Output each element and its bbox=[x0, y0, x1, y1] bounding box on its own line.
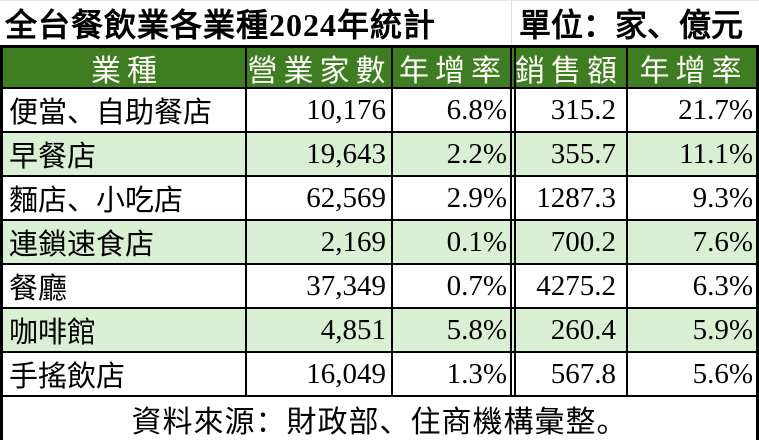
cell-sales: 260.4 bbox=[510, 309, 628, 351]
cell-store-yoy: 0.1% bbox=[446, 225, 507, 258]
cell-store-count: 2,169 bbox=[247, 221, 393, 263]
cell-industry: 早餐店 bbox=[3, 133, 247, 175]
column-header-store-yoy: 年增率 bbox=[399, 54, 507, 88]
table-row: 咖啡館 4,851 5.8% 260.4 5.9% bbox=[3, 309, 756, 353]
cell-sales-yoy: 9.3% bbox=[692, 181, 753, 214]
cell-sales-yoy: 5.6% bbox=[692, 357, 753, 390]
cell-store-count: 19,643 bbox=[247, 133, 393, 175]
title-row: 全台餐飲業各業種2024年統計 單位：家、億元 bbox=[0, 0, 759, 46]
column-header-sales-yoy: 年增率 bbox=[639, 54, 748, 88]
cell-store-yoy: 2.2% bbox=[446, 137, 507, 170]
cell-sales-yoy: 21.7% bbox=[678, 93, 753, 126]
cell-store-yoy: 6.8% bbox=[446, 93, 507, 126]
cell-store-yoy: 1.3% bbox=[446, 357, 507, 390]
table-header-row: 業種 營業家數 年增率 銷售額 年增率 bbox=[3, 48, 756, 89]
table-footer: 資料來源：財政部、住商機構彙整。 bbox=[3, 397, 756, 440]
cell-sales: 567.8 bbox=[510, 353, 628, 395]
cell-industry: 餐廳 bbox=[3, 265, 247, 307]
column-header-sales: 銷售額 bbox=[510, 48, 628, 87]
table-row: 手搖飲店 16,049 1.3% 567.8 5.6% bbox=[3, 353, 756, 397]
table-row: 連鎖速食店 2,169 0.1% 700.2 7.6% bbox=[3, 221, 756, 265]
cell-store-yoy: 5.8% bbox=[446, 313, 507, 346]
cell-industry: 連鎖速食店 bbox=[3, 221, 247, 263]
cell-store-count: 16,049 bbox=[247, 353, 393, 395]
cell-sales: 1287.3 bbox=[510, 177, 628, 219]
page-title: 全台餐飲業各業種2024年統計 bbox=[5, 7, 437, 43]
cell-industry: 麵店、小吃店 bbox=[3, 177, 247, 219]
cell-sales: 700.2 bbox=[510, 221, 628, 263]
table-row: 餐廳 37,349 0.7% 4275.2 6.3% bbox=[3, 265, 756, 309]
data-table: 業種 營業家數 年增率 銷售額 年增率 便當、自助餐店 10,176 6.8% … bbox=[0, 45, 759, 440]
cell-industry: 咖啡館 bbox=[3, 309, 247, 351]
cell-sales-yoy: 5.9% bbox=[692, 313, 753, 346]
cell-store-count: 62,569 bbox=[247, 177, 393, 219]
column-header-store-count: 營業家數 bbox=[247, 48, 393, 87]
cell-sales: 4275.2 bbox=[510, 265, 628, 307]
cell-industry: 便當、自助餐店 bbox=[3, 89, 247, 131]
cell-sales: 355.7 bbox=[510, 133, 628, 175]
cell-store-yoy: 2.9% bbox=[446, 181, 507, 214]
table-row: 麵店、小吃店 62,569 2.9% 1287.3 9.3% bbox=[3, 177, 756, 221]
unit-label: 單位：家、億元 bbox=[519, 7, 744, 43]
source-note: 資料來源：財政部、住商機構彙整。 bbox=[131, 406, 628, 439]
cell-store-count: 37,349 bbox=[247, 265, 393, 307]
table-row: 早餐店 19,643 2.2% 355.7 11.1% bbox=[3, 133, 756, 177]
column-header-industry: 業種 bbox=[3, 48, 247, 87]
cell-sales-yoy: 7.6% bbox=[692, 225, 753, 258]
cell-store-count: 4,851 bbox=[247, 309, 393, 351]
cell-sales-yoy: 6.3% bbox=[692, 269, 753, 302]
table-body: 便當、自助餐店 10,176 6.8% 315.2 21.7% 早餐店 19,6… bbox=[3, 89, 756, 397]
cell-industry: 手搖飲店 bbox=[3, 353, 247, 395]
gridline bbox=[511, 1, 512, 45]
table-row: 便當、自助餐店 10,176 6.8% 315.2 21.7% bbox=[3, 89, 756, 133]
cell-store-count: 10,176 bbox=[247, 89, 393, 131]
cell-sales: 315.2 bbox=[510, 89, 628, 131]
cell-sales-yoy: 11.1% bbox=[679, 137, 753, 170]
cell-store-yoy: 0.7% bbox=[446, 269, 507, 302]
